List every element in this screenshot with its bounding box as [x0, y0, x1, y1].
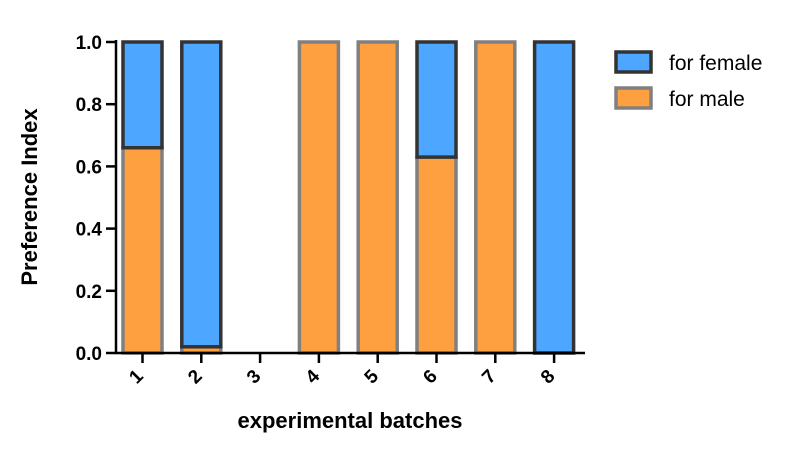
x-tick-label: 5: [361, 366, 384, 389]
x-tick-label: 6: [419, 366, 441, 388]
bar-for-female-batch-1: [121, 40, 164, 150]
bar-for-male-batch-5: [356, 40, 399, 355]
bar-for-female-batch-6: [415, 40, 458, 159]
legend: for female for male: [614, 50, 762, 111]
y-tick-label: 0.8: [76, 95, 102, 116]
x-tick-label: 7: [478, 366, 500, 388]
bar-for-female-batch-2: [180, 40, 223, 349]
legend-label: for female: [669, 52, 762, 75]
bar-for-male-batch-4: [297, 40, 341, 355]
bar-for-male-batch-6: [415, 155, 458, 355]
y-tick-label: 0.4: [76, 220, 103, 241]
y-tick-label: 0.2: [76, 282, 102, 303]
bars-layer: [121, 40, 576, 355]
legend-swatch: [614, 50, 653, 74]
y-tick-label: 0.0: [76, 344, 102, 365]
x-tick-label: 2: [184, 366, 206, 388]
x-tick-label: 4: [302, 366, 325, 389]
x-tick-label: 1: [125, 366, 148, 389]
x-tick-label: 3: [243, 366, 265, 388]
bar-for-female-batch-8: [532, 40, 576, 355]
bar-for-male-batch-1: [121, 145, 164, 355]
y-tick-label: 1.0: [76, 33, 102, 54]
legend-swatch: [614, 86, 653, 110]
y-axis-title: Preference Index: [17, 108, 42, 286]
x-ticks: 1 2 3 4 5 6 7 8: [125, 353, 559, 388]
y-ticks: 0.0 0.2 0.4 0.6 0.8 1.0: [76, 33, 116, 365]
x-tick-label: 8: [537, 366, 559, 388]
bar-for-male-batch-7: [474, 40, 517, 355]
y-tick-label: 0.6: [76, 157, 102, 178]
x-axis-title: experimental batches: [238, 408, 463, 433]
axes-layer: [114, 40, 585, 355]
legend-label: for male: [669, 88, 745, 111]
